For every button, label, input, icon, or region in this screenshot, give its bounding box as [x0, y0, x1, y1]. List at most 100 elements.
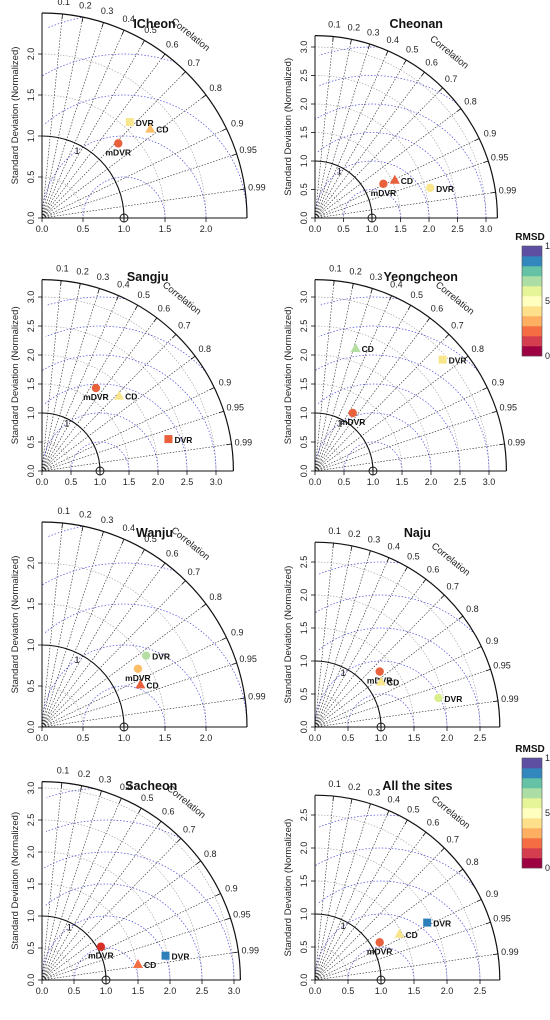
correlation-ray [314, 810, 390, 981]
correlation-tick [60, 782, 63, 788]
correlation-tick-label: 0.99 [501, 947, 519, 957]
correlation-tick [485, 921, 491, 925]
reference-sd-arc [41, 412, 101, 472]
x-tick-label: 2.5 [181, 477, 194, 487]
sd-arc [41, 851, 171, 981]
y-tick-label: 2.0 [26, 557, 36, 570]
correlation-ray [41, 538, 125, 728]
point-label: DVR [433, 919, 451, 929]
sd-arc [314, 847, 448, 981]
correlation-tick [403, 59, 407, 65]
correlation-tick [368, 803, 371, 809]
correlation-tick-label: 0.99 [242, 945, 260, 955]
correlation-tick-label: 0.95 [493, 914, 511, 924]
colorbar-swatch [522, 256, 542, 267]
correlation-tick-label: 0.99 [501, 694, 519, 704]
correlation-tick-label: 0.95 [239, 654, 257, 664]
y-tick-label: 1.5 [299, 622, 309, 635]
y-tick-label: 2.0 [299, 349, 309, 362]
correlation-tick [474, 138, 480, 142]
y-axis-title: Standard Deviation (Normalized) [283, 819, 294, 957]
correlation-tick-label: 0.7 [445, 74, 458, 84]
correlation-ray [41, 798, 122, 981]
correlation-ray [41, 94, 207, 219]
correlation-tick-label: 0.4 [123, 14, 136, 24]
correlation-ray [314, 803, 371, 981]
correlation-tick [421, 71, 425, 77]
rmsd-contour [44, 883, 203, 981]
correlation-ray [41, 522, 63, 728]
correlation-tick-label: 0.2 [348, 23, 361, 33]
rmsd-contour [347, 693, 415, 727]
y-tick-label: 1.0 [299, 407, 309, 420]
x-tick-label: 2.0 [423, 224, 436, 234]
correlation-ray [314, 108, 462, 219]
y-tick-label: 1.5 [299, 378, 309, 391]
correlation-ray [41, 637, 227, 728]
correlation-tick-label: 0.1 [328, 20, 341, 30]
panel-title: Sangju [127, 270, 169, 284]
correlation-tick-label: 0.99 [248, 182, 266, 192]
correlation-tick-label: 0.6 [166, 39, 179, 49]
sd-arc [41, 603, 166, 728]
correlation-ray [314, 160, 489, 219]
correlation-ray [314, 317, 431, 472]
rmsd-colorbar: RMSD 0 5 10 [515, 232, 550, 361]
correlation-ray [314, 831, 427, 981]
reference-sd-arc [314, 160, 373, 219]
correlation-tick-label: 0.2 [349, 267, 362, 277]
dvr-marker [125, 118, 134, 127]
correlation-tick [101, 22, 104, 28]
correlation-tick-label: 0.4 [387, 35, 400, 45]
x-tick-label: 2.0 [441, 733, 454, 743]
colorbar-swatch [522, 346, 542, 357]
correlation-tick [121, 538, 125, 544]
correlation-tick [81, 526, 84, 532]
point-label: mDVR [340, 417, 366, 427]
correlation-ray [314, 87, 443, 219]
correlation-tick-label: 0.6 [431, 303, 444, 313]
mdvr-marker [133, 664, 143, 673]
correlation-tick-label: 0.8 [198, 344, 211, 354]
correlation-tick [426, 317, 431, 323]
y-tick-label: 2.5 [299, 809, 309, 822]
correlation-ray [314, 899, 482, 981]
sd-arc [41, 325, 188, 472]
colorbar-swatch [522, 286, 542, 297]
correlation-ray [41, 410, 224, 472]
correlation-tick-label: 0.9 [486, 889, 499, 899]
correlation-tick-label: 0.7 [188, 567, 201, 577]
y-tick-label: 1.5 [26, 598, 36, 611]
correlation-tick-label: 0.3 [367, 28, 380, 38]
correlation-ray [314, 191, 496, 219]
correlation-tick [231, 662, 237, 665]
rmsd-contour [347, 946, 415, 980]
correlation-tick-label: 0.6 [427, 818, 440, 828]
y-tick-label: 0.0 [299, 212, 309, 225]
correlation-ray [314, 50, 389, 219]
correlation-tick [141, 549, 145, 554]
rmsd-contour [319, 46, 379, 56]
sd-arc [314, 561, 481, 728]
correlation-tick [440, 594, 445, 599]
x-tick-label: 1.0 [367, 477, 380, 487]
rmsd-contour [314, 160, 430, 218]
x-tick-label: 2.5 [196, 986, 209, 996]
correlation-ray [314, 355, 469, 472]
correlation-ray [41, 188, 245, 219]
correlation-tick-label: 0.3 [101, 515, 114, 525]
sd-arc [41, 94, 166, 219]
correlation-tick-label: 0.2 [78, 769, 91, 779]
panel-title: Sacheon [125, 779, 177, 793]
colorbar-tick-label: 5 [545, 808, 550, 818]
outer-arc [314, 794, 501, 981]
correlation-tick-label: 0.95 [499, 402, 517, 412]
correlation-tick-label: 0.4 [387, 795, 400, 805]
correlation-tick-label: 0.2 [76, 267, 89, 277]
correlation-tick-label: 0.7 [188, 58, 201, 68]
point-label: mDVR [367, 946, 393, 956]
correlation-tick-label: 0.6 [166, 548, 179, 558]
correlation-ray [41, 317, 158, 472]
outer-arc [41, 12, 248, 219]
correlation-tick-label: 0.9 [231, 118, 244, 128]
